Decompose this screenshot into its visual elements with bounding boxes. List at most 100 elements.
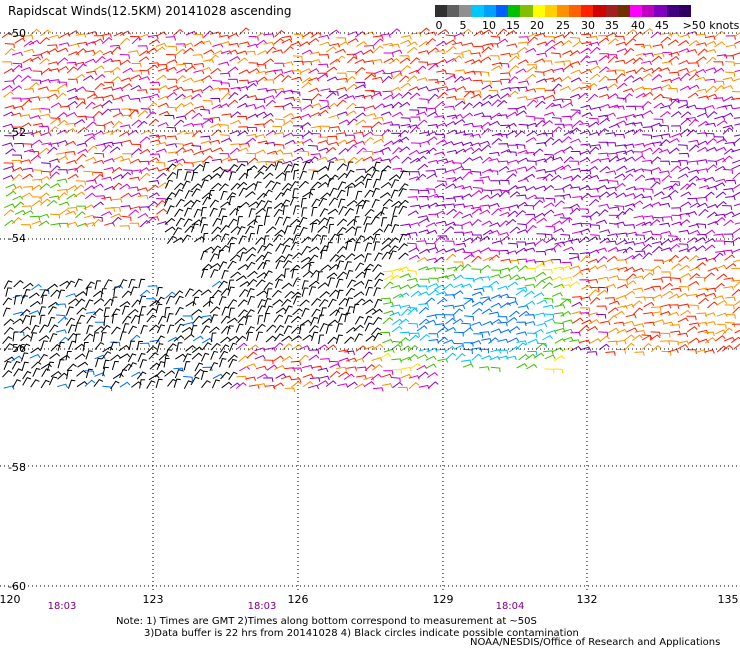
wind-barb (283, 225, 292, 235)
wind-barb (11, 185, 23, 191)
wind-barb (543, 156, 555, 163)
wind-barb (472, 234, 483, 239)
wind-barb (678, 144, 688, 150)
wind-barb (497, 316, 508, 321)
wind-barb (327, 208, 339, 215)
legend-swatch (544, 5, 557, 17)
wind-barb (311, 93, 322, 101)
wind-barb (149, 300, 161, 307)
wind-barb (643, 286, 655, 291)
wind-barb (625, 38, 637, 46)
wind-barb (561, 261, 573, 267)
wind-barb (390, 70, 402, 75)
wind-barb (302, 334, 314, 341)
wind-barb (516, 229, 529, 234)
wind-barb (255, 279, 266, 287)
wind-barb (77, 41, 88, 47)
wind-barb (4, 43, 15, 49)
wind-barb (642, 134, 653, 140)
wind-barb (263, 270, 273, 279)
wind-barb (101, 196, 112, 202)
wind-barb (471, 353, 482, 361)
wind-barb (110, 207, 121, 212)
wind-barb (427, 124, 439, 129)
wind-barb (570, 109, 581, 115)
wind-barb (328, 223, 335, 234)
wind-barb (257, 140, 269, 145)
wind-barb (301, 81, 312, 89)
wind-barb (473, 287, 485, 293)
wind-barb (130, 74, 142, 80)
wind-barb (20, 159, 32, 164)
wind-barb (400, 308, 412, 316)
wind-barb (563, 246, 575, 252)
wind-barb (355, 119, 367, 126)
wind-barb (280, 199, 291, 208)
wind-barb (76, 222, 89, 228)
wind-barb (581, 174, 593, 181)
wind-barb (220, 215, 228, 225)
wind-barb (461, 283, 473, 288)
wind-barb (508, 259, 520, 265)
wind-barb (92, 104, 104, 109)
wind-barb (67, 379, 76, 389)
wind-barb (694, 237, 706, 243)
wind-barb (201, 342, 212, 351)
wind-barb (588, 198, 600, 207)
wind-barb (615, 120, 627, 126)
wind-barb (526, 224, 537, 233)
wind-barb (471, 156, 483, 161)
wind-barb (694, 68, 707, 74)
wind-barb (570, 110, 581, 119)
wind-barb (669, 324, 681, 329)
wind-barb (668, 71, 680, 77)
legend-tick: 10 (482, 19, 496, 32)
wind-barb (488, 170, 499, 176)
wind-barb (49, 352, 61, 360)
wind-barb (417, 215, 429, 220)
wind-barb (598, 276, 609, 282)
wind-barb (491, 137, 503, 145)
wind-barb (299, 226, 308, 236)
wind-barb (383, 223, 393, 233)
wind-barb (374, 103, 386, 110)
wind-barb (245, 253, 256, 262)
wind-barb (119, 30, 131, 36)
wind-barb (517, 46, 528, 54)
wind-barb (22, 173, 34, 180)
wind-barb (725, 322, 736, 328)
wind-barb (416, 240, 427, 245)
wind-barb (680, 201, 692, 208)
wind-barb (400, 223, 412, 229)
wind-barb (623, 320, 635, 326)
wind-barb (94, 372, 106, 377)
wind-barb (525, 73, 536, 81)
wind-barb (129, 158, 141, 164)
wind-barb (525, 185, 537, 192)
wind-barb (47, 306, 57, 315)
wind-barb (157, 63, 168, 69)
wind-barb (172, 162, 184, 170)
wind-barb (291, 291, 302, 299)
wind-barb (320, 307, 327, 317)
wind-barb (309, 218, 321, 226)
wind-barb (383, 274, 395, 281)
wind-barb (668, 304, 680, 309)
wind-barb (176, 169, 183, 179)
wind-barb (704, 191, 715, 199)
wind-barb (19, 114, 31, 119)
wind-barb (704, 244, 716, 252)
wind-barb (662, 216, 673, 221)
wind-barb (391, 224, 400, 234)
wind-barb (273, 87, 285, 93)
wind-barb (392, 147, 403, 155)
wind-barb (158, 110, 170, 116)
wind-barb (704, 321, 716, 326)
wind-barb (256, 76, 268, 83)
wind-barb (616, 48, 628, 53)
wind-barb (524, 321, 536, 326)
wind-barb (392, 206, 400, 216)
wind-barb (435, 139, 447, 145)
lon-label: 120 (0, 593, 21, 606)
wind-barb (3, 343, 14, 352)
